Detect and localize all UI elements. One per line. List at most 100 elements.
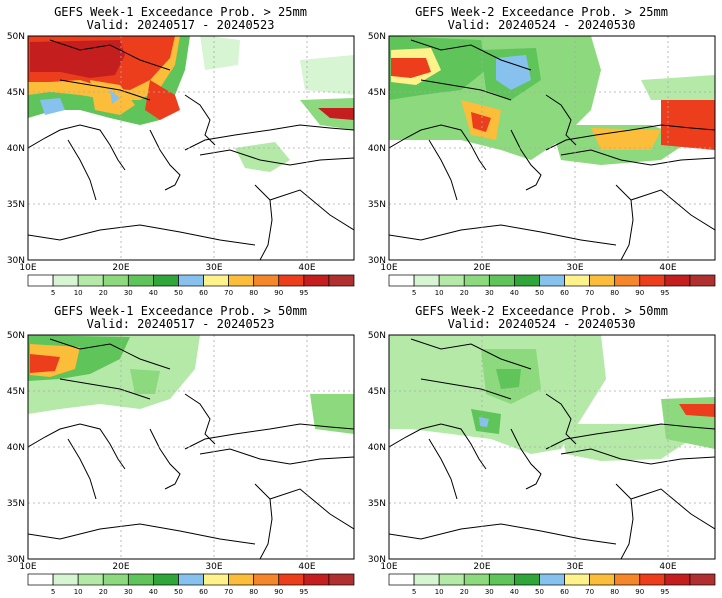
panel-subtitle: Valid: 20240524 - 20240530	[447, 317, 636, 331]
colorbar-swatch	[664, 573, 691, 586]
colorbar-label: 60	[560, 588, 569, 596]
lat-label: 30N	[368, 555, 386, 565]
colorbar-label: 60	[560, 289, 569, 297]
colorbar: 5 10 20 30 40 50 60 70 80 90 95	[27, 274, 355, 297]
lat-label: 30N	[7, 555, 25, 565]
colorbar: 5 10 20 30 40 50 60 70 80 90 95	[388, 573, 716, 596]
colorbar-swatch	[303, 274, 330, 287]
colorbar-label: 10	[435, 289, 444, 297]
panel-title: GEFS Week-1 Exceedance Prob. > 25mm	[54, 5, 307, 19]
colorbar-label: 5	[412, 588, 416, 596]
colorbar-swatch	[463, 573, 490, 586]
colorbar-swatch	[589, 573, 616, 586]
lon-label: 30E	[566, 562, 583, 572]
colorbar-label: 50	[535, 588, 544, 596]
lon-label: 40E	[659, 263, 676, 273]
colorbar: 5 10 20 30 40 50 60 70 80 90 95	[27, 573, 355, 596]
colorbar-label: 70	[224, 588, 233, 596]
colorbar-label: 20	[99, 588, 108, 596]
lon-label: 20E	[112, 263, 129, 273]
colorbar-swatch	[127, 274, 154, 287]
lat-label: 35N	[368, 200, 386, 210]
colorbar-swatch	[388, 573, 415, 586]
colorbar-swatch	[589, 274, 616, 287]
colorbar-label: 20	[99, 289, 108, 297]
lat-label: 50N	[7, 331, 25, 341]
colorbar-swatch	[253, 274, 280, 287]
colorbar-label: 5	[51, 588, 55, 596]
lat-label: 30N	[7, 256, 25, 266]
map-panel-week1-25mm: GEFS Week-1 Exceedance Prob. > 25mm Vali…	[0, 0, 361, 299]
colorbar-swatch	[77, 573, 104, 586]
colorbar-label: 50	[174, 588, 183, 596]
colorbar-label: 95	[660, 289, 669, 297]
colorbar-swatch	[438, 573, 465, 586]
colorbar-swatch	[514, 573, 540, 586]
colorbar-swatch	[664, 274, 691, 287]
colorbar-label: 40	[510, 588, 519, 596]
colorbar-label: 5	[412, 289, 416, 297]
colorbar-swatch	[153, 573, 179, 586]
colorbar-label: 80	[610, 289, 619, 297]
colorbar-swatch	[413, 573, 440, 586]
lon-label: 10E	[19, 263, 36, 273]
map-plot: 50N 45N 40N 35N 30N 10E 20E 30E 40E 5 10 2…	[7, 32, 355, 297]
colorbar-swatch	[388, 274, 415, 287]
lat-label: 45N	[368, 88, 386, 98]
colorbar-swatch	[77, 274, 104, 287]
lat-label: 40N	[368, 443, 386, 453]
colorbar-label: 80	[610, 588, 619, 596]
colorbar-swatch	[564, 573, 590, 586]
colorbar-swatch	[328, 573, 355, 586]
colorbar-label: 80	[249, 588, 258, 596]
colorbar-swatch	[689, 573, 716, 586]
lon-label: 20E	[473, 263, 490, 273]
colorbar-swatch	[564, 274, 590, 287]
colorbar-label: 30	[124, 588, 133, 596]
colorbar-swatch	[52, 274, 79, 287]
colorbar-swatch	[27, 274, 54, 287]
map-plot: 50N 45N 40N 35N 30N 10E 20E 30E 40E 5 10 2…	[368, 331, 716, 596]
colorbar-label: 95	[299, 588, 308, 596]
lat-label: 40N	[7, 443, 25, 453]
lat-label: 30N	[368, 256, 386, 266]
colorbar-label: 30	[485, 289, 494, 297]
colorbar-swatch	[438, 274, 465, 287]
lon-label: 30E	[205, 562, 222, 572]
lat-label: 50N	[7, 32, 25, 42]
colorbar-swatch	[328, 274, 355, 287]
lon-label: 10E	[380, 263, 397, 273]
map-plot: 50N 45N 40N 35N 30N 10E 20E 30E 40E 5 10 2…	[368, 32, 716, 297]
colorbar-label: 30	[124, 289, 133, 297]
colorbar-label: 40	[149, 588, 158, 596]
lat-label: 45N	[7, 387, 25, 397]
panel-subtitle: Valid: 20240517 - 20240523	[86, 18, 275, 32]
lat-label: 40N	[368, 144, 386, 154]
lat-label: 50N	[368, 32, 386, 42]
colorbar-label: 90	[635, 588, 644, 596]
panel-subtitle: Valid: 20240524 - 20240530	[447, 18, 636, 32]
map-panel-week2-25mm: GEFS Week-2 Exceedance Prob. > 25mm Vali…	[361, 0, 722, 299]
map-panel-week2-50mm: GEFS Week-2 Exceedance Prob. > 50mm Vali…	[361, 299, 722, 598]
colorbar-swatch	[27, 573, 54, 586]
colorbar-label: 10	[435, 588, 444, 596]
colorbar-swatch	[488, 274, 515, 287]
lon-label: 30E	[566, 263, 583, 273]
colorbar-swatch	[178, 573, 204, 586]
lon-label: 40E	[659, 562, 676, 572]
lat-label: 50N	[368, 331, 386, 341]
lat-label: 35N	[7, 499, 25, 509]
colorbar-swatch	[127, 573, 154, 586]
colorbar-swatch	[463, 274, 490, 287]
lat-label: 35N	[368, 499, 386, 509]
colorbar-swatch	[102, 274, 129, 287]
colorbar-label: 50	[174, 289, 183, 297]
colorbar-label: 90	[635, 289, 644, 297]
colorbar-swatch	[514, 274, 540, 287]
colorbar-swatch	[203, 274, 229, 287]
colorbar-swatch	[178, 274, 204, 287]
colorbar-label: 70	[585, 289, 594, 297]
colorbar-label: 95	[299, 289, 308, 297]
colorbar-label: 10	[74, 588, 83, 596]
colorbar-label: 40	[510, 289, 519, 297]
